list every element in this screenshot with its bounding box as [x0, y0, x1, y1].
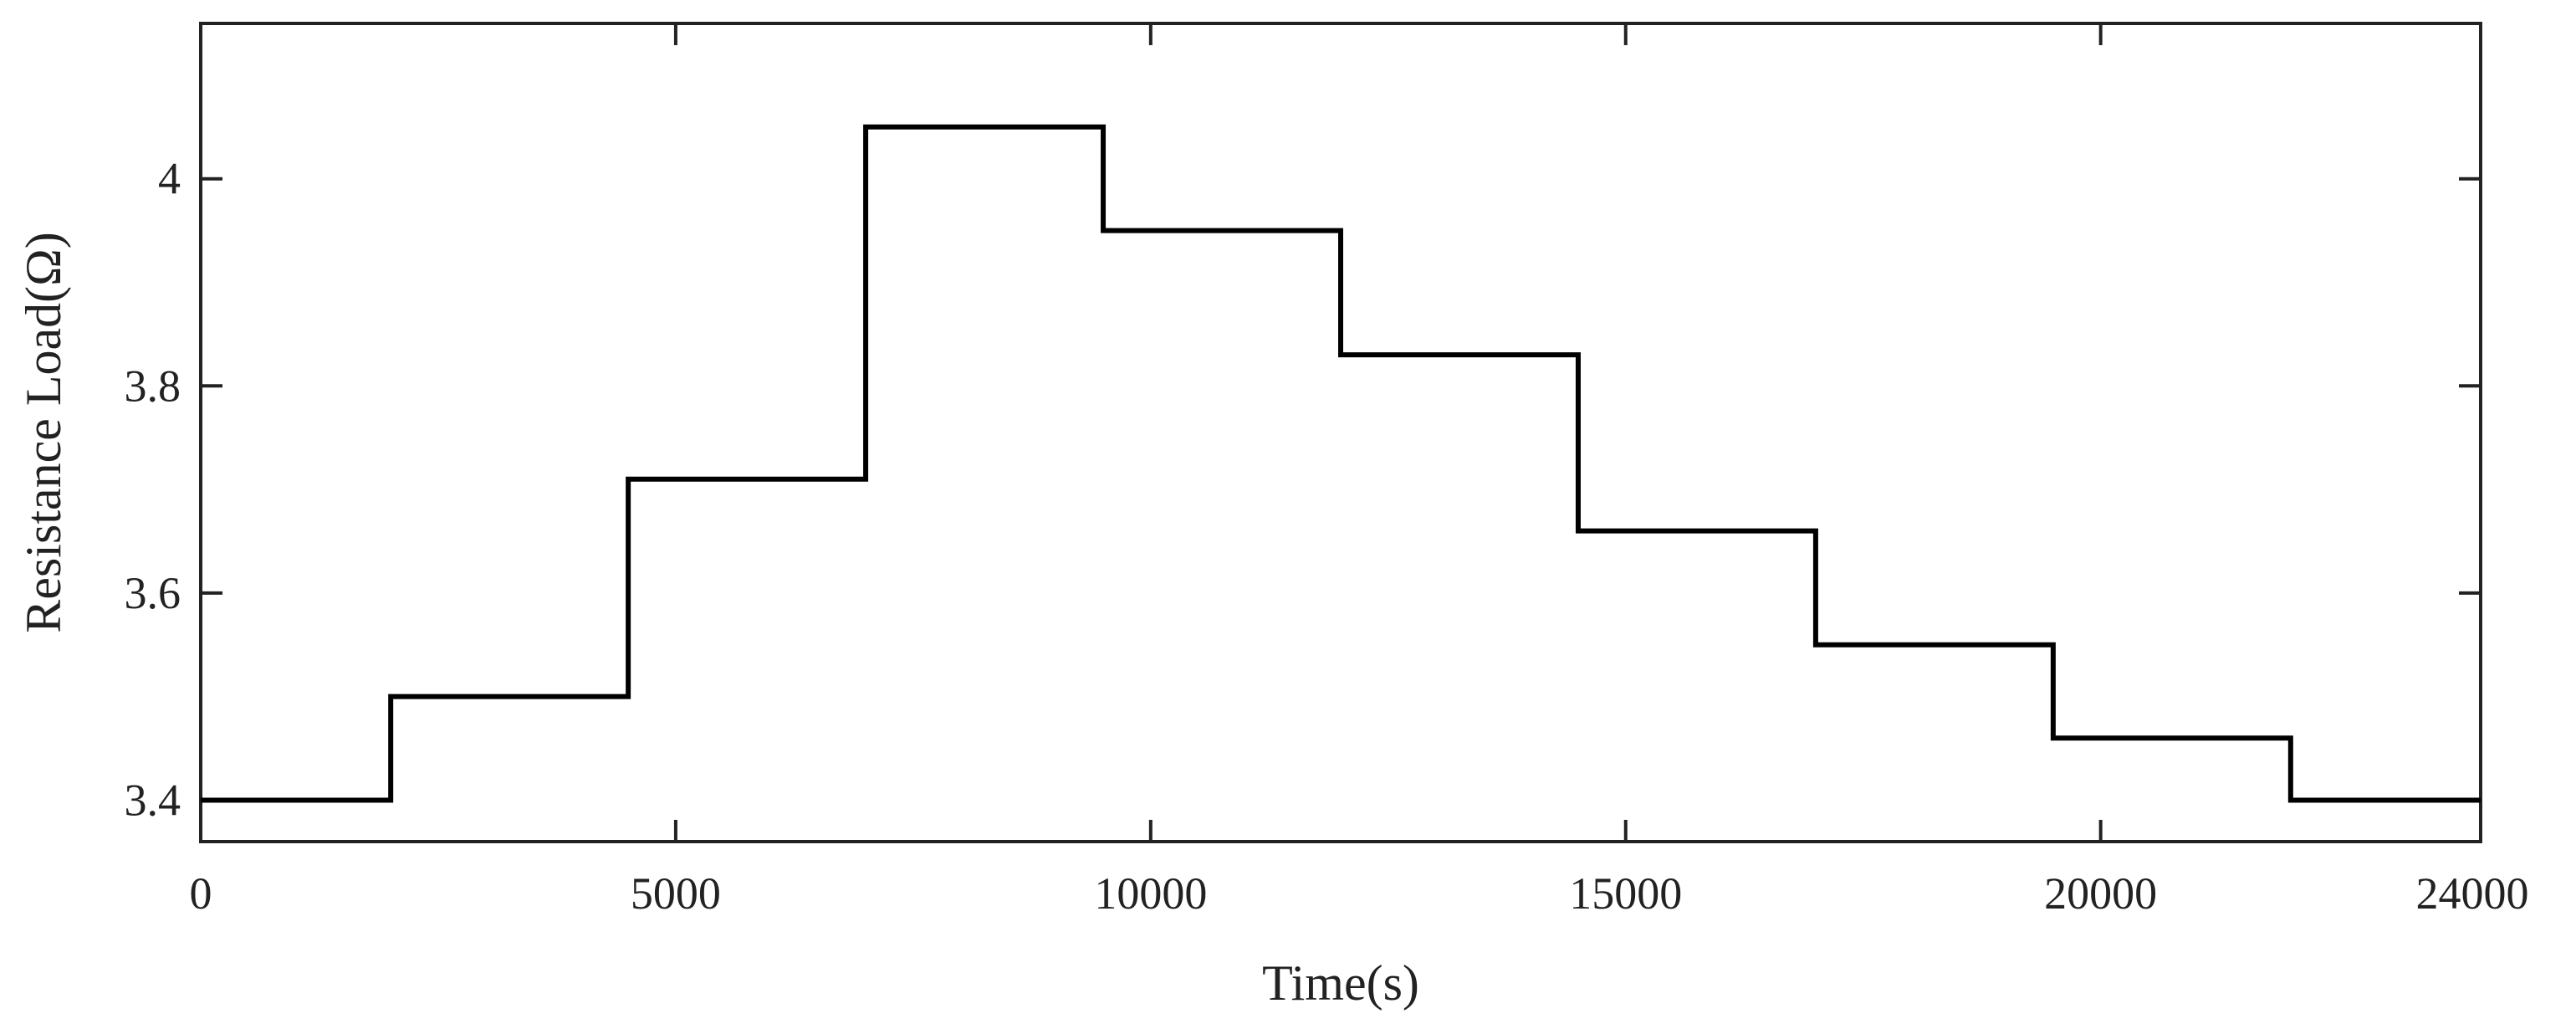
- x-tick-label: 5000: [631, 868, 721, 919]
- y-tick-label: 3.8: [125, 361, 181, 411]
- y-tick-label: 3.4: [125, 775, 181, 825]
- y-axis-label: Resistance Load(Ω): [16, 232, 71, 632]
- y-tick-label: 3.6: [125, 568, 181, 618]
- x-tick-label: 20000: [2044, 868, 2157, 919]
- tick-labels: 0 5000 10000 15000 20000 24000 3.4 3.6 3.8 4: [125, 154, 2529, 919]
- plot-frame: [199, 22, 2482, 843]
- y-tick-label: 4: [158, 154, 181, 204]
- x-tick-label: 24000: [2416, 868, 2529, 919]
- axis-ticks: [199, 23, 2482, 842]
- x-axis-label: Time(s): [1262, 955, 1419, 1011]
- x-tick-label: 10000: [1094, 868, 1207, 919]
- x-tick-label: 0: [190, 868, 212, 919]
- series-line: [201, 124, 2481, 803]
- x-tick-label: 15000: [1569, 868, 1682, 919]
